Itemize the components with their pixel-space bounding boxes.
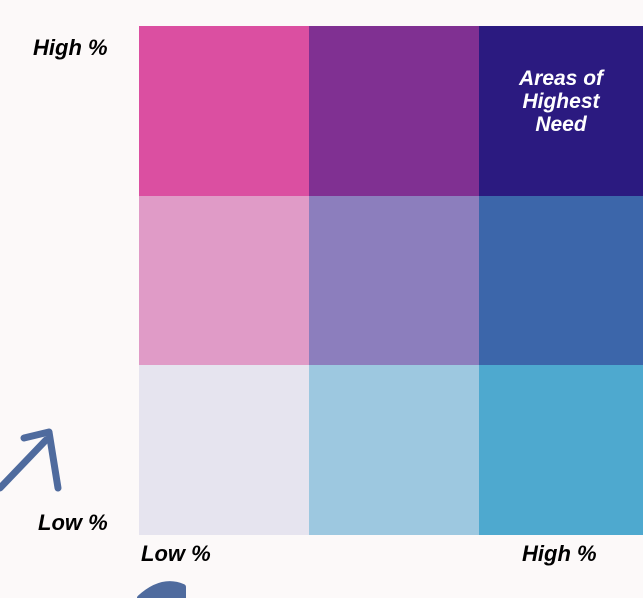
- highest-need-annotation: Areas of Highest Need: [479, 67, 643, 136]
- bivariate-color-matrix: Areas of Highest Need: [139, 26, 643, 535]
- matrix-cell-high-1: [139, 26, 309, 196]
- matrix-cell-low-3: [479, 365, 643, 535]
- matrix-cell-low-2: [309, 365, 479, 535]
- y-axis-high-label: High %: [33, 37, 108, 59]
- matrix-cell-high-2: [309, 26, 479, 196]
- upward-arrow-icon: [140, 584, 183, 598]
- matrix-cell-low-1: [139, 365, 309, 535]
- y-axis-low-label: Low %: [38, 512, 108, 534]
- diagonal-arrow-icon: [0, 432, 58, 488]
- matrix-cell-high-3: Areas of Highest Need: [479, 26, 643, 196]
- matrix-cell-medium-3: [479, 196, 643, 365]
- x-axis-high-label: High %: [522, 543, 597, 565]
- matrix-cell-medium-1: [139, 196, 309, 365]
- x-axis-low-label: Low %: [141, 543, 211, 565]
- matrix-cell-medium-2: [309, 196, 479, 365]
